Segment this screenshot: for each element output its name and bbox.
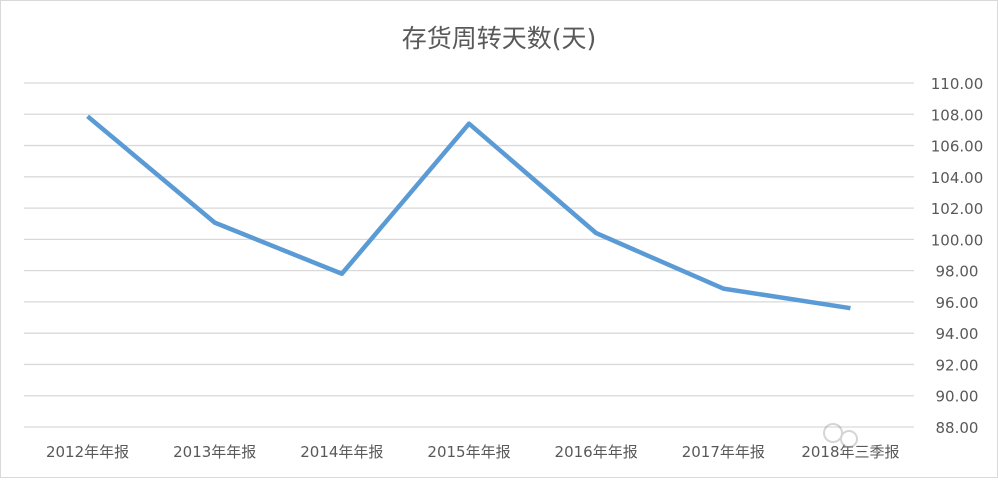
y-tick-label: 110.00 bbox=[931, 75, 984, 93]
y-tick-label: 102.00 bbox=[931, 200, 984, 218]
x-tick-label: 2016年年报 bbox=[555, 443, 638, 461]
y-tick-label: 100.00 bbox=[931, 231, 984, 249]
chart-title: 存货周转天数(天) bbox=[402, 24, 597, 53]
x-tick-label: 2015年年报 bbox=[427, 443, 510, 461]
y-axis-ticks: 88.00 90.00 92.00 94.00 96.00 98.00 100.00 102.… bbox=[931, 75, 984, 437]
y-tick-label: 104.00 bbox=[931, 169, 984, 187]
y-tick-label: 96.00 bbox=[936, 294, 979, 312]
y-tick-label: 108.00 bbox=[931, 106, 984, 124]
y-tick-label: 90.00 bbox=[936, 388, 979, 406]
x-tick-label: 2018年三季报 bbox=[801, 443, 899, 461]
x-tick-label: 2013年年报 bbox=[173, 443, 256, 461]
y-tick-label: 88.00 bbox=[936, 419, 979, 437]
x-tick-label: 2017年年报 bbox=[682, 443, 765, 461]
gridlines bbox=[24, 83, 914, 427]
x-tick-label: 2012年年报 bbox=[46, 443, 129, 461]
y-tick-label: 106.00 bbox=[931, 138, 984, 156]
y-tick-label: 92.00 bbox=[936, 356, 979, 374]
x-tick-label: 2014年年报 bbox=[300, 443, 383, 461]
x-axis-ticks: 2012年年报 2013年年报 2014年年报 2015年年报 2016年年报 2017年… bbox=[46, 443, 900, 461]
y-tick-label: 98.00 bbox=[936, 263, 979, 281]
y-tick-label: 94.00 bbox=[936, 325, 979, 343]
